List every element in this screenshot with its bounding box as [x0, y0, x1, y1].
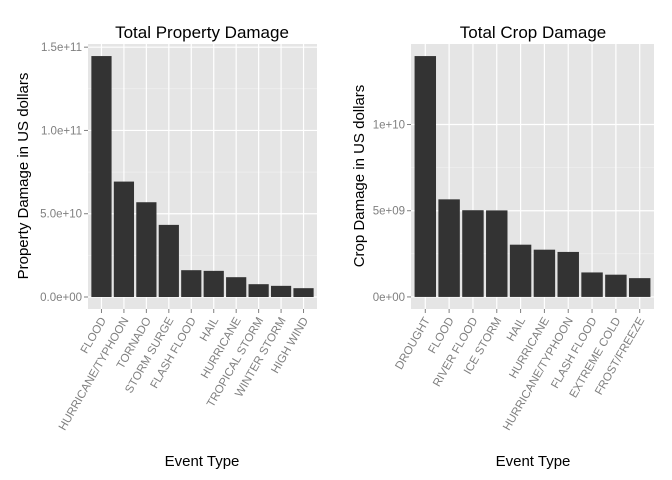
crop-damage-chart: Total Crop Damage Event Type Crop Damage…: [351, 23, 654, 470]
x-axis-title: Event Type: [165, 453, 240, 470]
x-tick-label: HAIL: [505, 315, 528, 344]
bar: [414, 56, 437, 297]
x-tick-label: HAIL: [198, 315, 221, 344]
x-axis-title: Event Type: [496, 453, 571, 470]
bar: [113, 181, 135, 298]
property-damage-chart: Total Property Damage Event Type Propert…: [15, 23, 317, 470]
y-tick-label: 5e+09: [373, 206, 405, 218]
y-tick-label: 1.0e+11: [41, 125, 82, 137]
bar: [462, 210, 484, 297]
bar: [91, 56, 112, 298]
bar: [158, 224, 179, 298]
y-tick-label: 1e+10: [373, 120, 405, 132]
bar: [533, 249, 556, 297]
bar: [248, 284, 269, 298]
y-tick-label: 0e+00: [373, 292, 405, 304]
x-tick-label: DROUGHT: [393, 316, 432, 372]
plot-panel: 0.0e+005.0e+101.0e+111.5e+11FLOODHURRICA…: [40, 42, 317, 433]
bar: [293, 288, 314, 298]
y-axis-title: Crop Damage in US dollars: [351, 85, 368, 268]
bar: [581, 272, 603, 297]
chart-title: Total Property Damage: [115, 23, 289, 42]
y-tick-label: 5.0e+10: [40, 209, 82, 221]
bar: [605, 274, 627, 297]
bar: [486, 210, 508, 297]
bar: [557, 251, 579, 297]
bar: [181, 270, 202, 298]
bar: [438, 199, 460, 297]
bar: [136, 202, 157, 298]
y-tick-label: 0.0e+00: [40, 292, 82, 304]
bar: [628, 278, 651, 297]
bar: [270, 285, 292, 298]
bar: [203, 270, 224, 298]
y-axis-title: Property Damage in US dollars: [15, 73, 32, 280]
bar: [226, 277, 247, 298]
y-tick-label: 1.5e+11: [41, 42, 82, 54]
bar: [509, 244, 532, 297]
chart-title: Total Crop Damage: [460, 23, 606, 42]
